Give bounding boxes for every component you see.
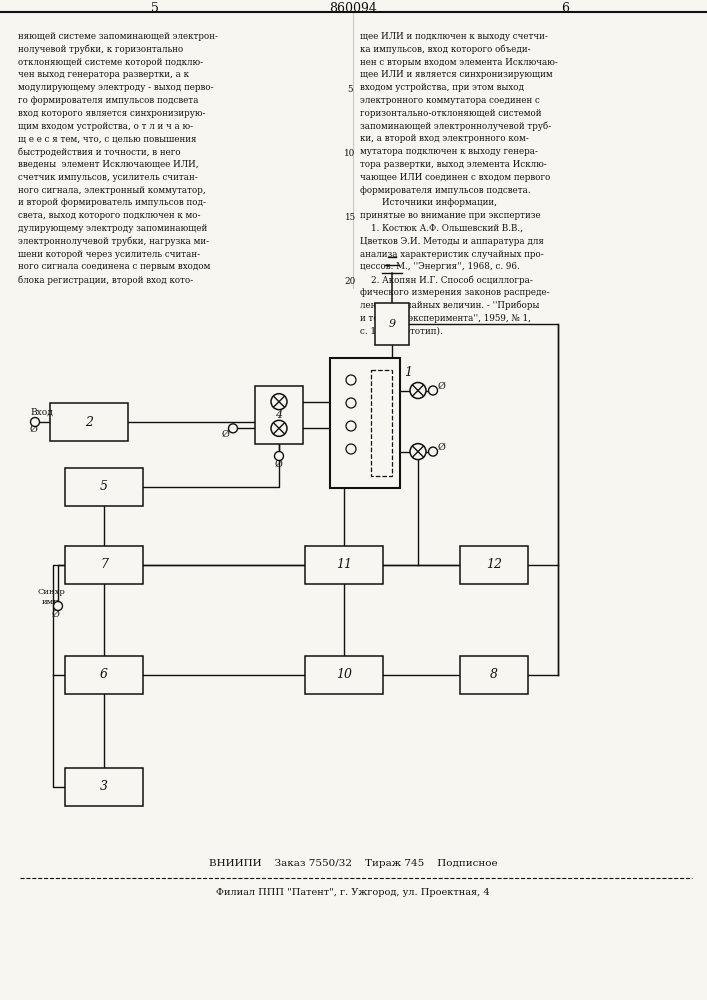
Text: и второй формирователь импульсов под-: и второй формирователь импульсов под- [18,198,206,207]
Text: входом устройства, при этом выход: входом устройства, при этом выход [360,83,524,92]
Text: 6: 6 [100,668,108,682]
Text: ного сигнала, электронный коммутатор,: ного сигнала, электронный коммутатор, [18,186,206,195]
Text: щ е е с я тем, что, с целью повышения: щ е е с я тем, что, с целью повышения [18,134,197,143]
Text: 1: 1 [404,366,412,379]
Text: Источники информации,: Источники информации, [360,198,497,207]
Bar [305,546,383,584]
Text: ВНИИПИ    Заказ 7550/32    Тираж 745    Подписное: ВНИИПИ Заказ 7550/32 Тираж 745 Подписное [209,859,497,868]
Text: ка импульсов, вход которого объеди-: ка импульсов, вход которого объеди- [360,45,531,54]
Bar [330,358,400,488]
Text: нолучевой трубки, к горизонтально: нолучевой трубки, к горизонтально [18,45,183,54]
Text: няющей системе запоминающей электрон-: няющей системе запоминающей электрон- [18,32,218,41]
Text: чающее ИЛИ соединен с входом первого: чающее ИЛИ соединен с входом первого [360,173,550,182]
Text: Ø: Ø [221,430,229,439]
Text: Ø: Ø [29,425,37,434]
Bar [65,656,143,694]
Text: щее ИЛИ и является синхронизирующим: щее ИЛИ и является синхронизирующим [360,70,553,79]
Text: 4: 4 [276,410,283,420]
Text: быстродействия и точности, в него: быстродействия и точности, в него [18,147,180,157]
Bar [305,656,383,694]
Bar [375,303,409,345]
Text: запоминающей электроннолучевой труб-: запоминающей электроннолучевой труб- [360,122,551,131]
Text: 11: 11 [336,558,352,572]
Bar [460,656,528,694]
Text: Ø: Ø [51,610,59,619]
Text: ления случайных величин. - ''Приборы: ления случайных величин. - ''Приборы [360,301,539,310]
Text: 7: 7 [100,558,108,572]
Circle shape [271,420,287,436]
Text: Вход: Вход [30,408,53,417]
Text: нен с вторым входом элемента Исключаю-: нен с вторым входом элемента Исключаю- [360,58,558,67]
Text: тора развертки, выход элемента Исклю-: тора развертки, выход элемента Исклю- [360,160,547,169]
Bar [460,546,528,584]
Text: формирователя импульсов подсвета.: формирователя импульсов подсвета. [360,186,531,195]
Circle shape [54,601,62,610]
Text: Синхр: Синхр [38,588,66,596]
Text: имп.: имп. [42,598,62,606]
Bar [255,386,303,444]
Text: 20: 20 [344,277,356,286]
Circle shape [274,452,284,460]
Text: чен выход генератора развертки, а к: чен выход генератора развертки, а к [18,70,189,79]
Text: принятые во внимание при экспертизе: принятые во внимание при экспертизе [360,211,541,220]
Text: введены  элемент Исключающее ИЛИ,: введены элемент Исключающее ИЛИ, [18,160,199,169]
Text: Ø: Ø [275,460,283,469]
Bar [65,768,143,806]
Circle shape [30,418,40,426]
Text: Цветков Э.И. Методы и аппаратура для: Цветков Э.И. Методы и аппаратура для [360,237,544,246]
Text: 12: 12 [486,558,502,572]
Text: шени которой через усилитель считан-: шени которой через усилитель считан- [18,250,200,259]
Circle shape [428,386,438,395]
Text: 15: 15 [344,213,356,222]
Text: го формирователя импульсов подсвета: го формирователя импульсов подсвета [18,96,199,105]
Bar [65,468,143,506]
Text: 9: 9 [388,319,395,329]
Text: света, выход которого подключен к мо-: света, выход которого подключен к мо- [18,211,201,220]
Circle shape [410,382,426,398]
Text: отклоняющей системе которой подклю-: отклоняющей системе которой подклю- [18,58,203,67]
Text: 1. Костюк А.Ф. Ольшевский В.В.,: 1. Костюк А.Ф. Ольшевский В.В., [360,224,523,233]
Text: и техника эксперимента'', 1959, № 1,: и техника эксперимента'', 1959, № 1, [360,314,531,323]
Bar [370,370,392,476]
Text: Ø: Ø [438,443,446,452]
Text: блока регистрации, второй вход кото-: блока регистрации, второй вход кото- [18,275,193,285]
Text: 5: 5 [347,85,353,94]
Text: горизонтально-отклоняющей системой: горизонтально-отклоняющей системой [360,109,542,118]
Text: 5: 5 [151,2,159,15]
Text: дулирующему электроду запоминающей: дулирующему электроду запоминающей [18,224,207,233]
Text: щее ИЛИ и подключен к выходу счетчи-: щее ИЛИ и подключен к выходу счетчи- [360,32,548,41]
Text: 6: 6 [561,2,569,15]
Text: 2. Акопян И.Г. Способ осциллогра-: 2. Акопян И.Г. Способ осциллогра- [360,275,533,285]
Text: фического измерения законов распреде-: фического измерения законов распреде- [360,288,549,297]
Bar [50,403,128,441]
Text: щим входом устройства, о т л и ч а ю-: щим входом устройства, о т л и ч а ю- [18,122,193,131]
Text: Ø: Ø [438,382,446,391]
Circle shape [271,394,287,410]
Text: электронного коммутатора соединен с: электронного коммутатора соединен с [360,96,540,105]
Text: счетчик импульсов, усилитель считан-: счетчик импульсов, усилитель считан- [18,173,198,182]
Text: мутатора подключен к выходу генера-: мутатора подключен к выходу генера- [360,147,538,156]
Text: 5: 5 [100,481,108,493]
Text: 860094: 860094 [329,2,377,15]
Text: электроннолучевой трубки, нагрузка ми-: электроннолучевой трубки, нагрузка ми- [18,237,209,246]
Bar [65,546,143,584]
Text: анализа характеристик случайных про-: анализа характеристик случайных про- [360,250,544,259]
Circle shape [228,424,238,433]
Text: 8: 8 [490,668,498,682]
Text: вход которого является синхронизирую-: вход которого является синхронизирую- [18,109,206,118]
Text: ного сигнала соединена с первым входом: ного сигнала соединена с первым входом [18,262,211,271]
Text: модулирующему электроду - выход перво-: модулирующему электроду - выход перво- [18,83,214,92]
Text: Филиал ППП "Патент", г. Ужгород, ул. Проектная, 4: Филиал ППП "Патент", г. Ужгород, ул. Про… [216,888,490,897]
Text: 2: 2 [85,416,93,428]
Text: ки, а второй вход электронного ком-: ки, а второй вход электронного ком- [360,134,529,143]
Circle shape [410,444,426,460]
Circle shape [428,447,438,456]
Text: с. 137 (прототип).: с. 137 (прототип). [360,326,443,336]
Text: цессов. М., ''Энергия'', 1968, с. 96.: цессов. М., ''Энергия'', 1968, с. 96. [360,262,520,271]
Text: 10: 10 [336,668,352,682]
Text: 10: 10 [344,149,356,158]
Text: 3: 3 [100,780,108,794]
